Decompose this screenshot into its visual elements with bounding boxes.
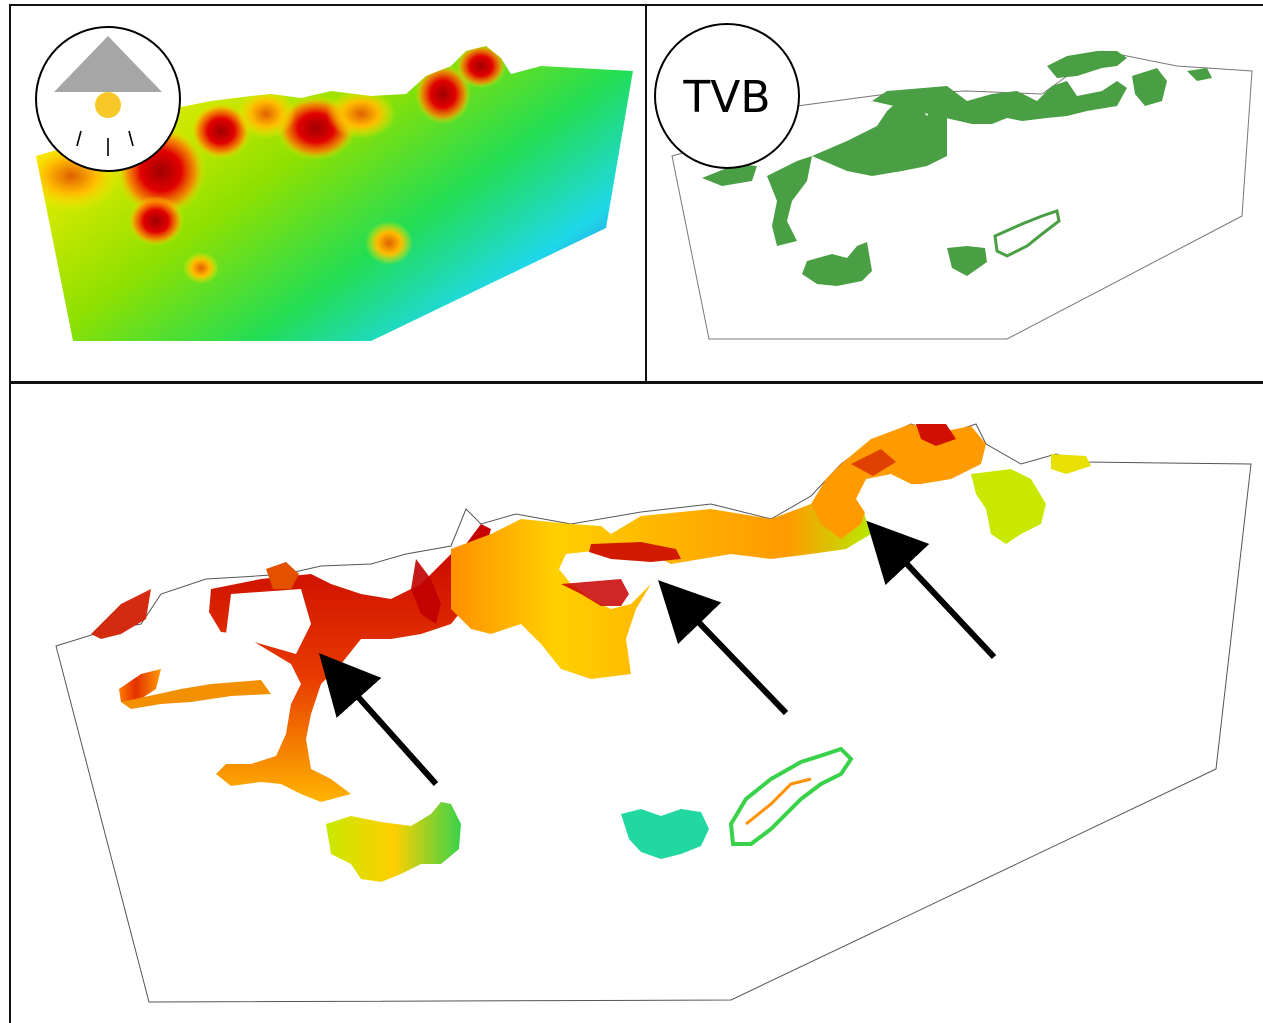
tvb-map: TVB [654, 23, 1253, 340]
combined-map [55, 423, 1252, 1003]
light-pollution-map [35, 26, 633, 341]
street-lamp-icon [35, 26, 181, 172]
arrow-right [866, 520, 997, 660]
light-pollution-map-panel [9, 4, 647, 383]
arrow-left [319, 653, 439, 786]
tvb-map-panel: TVB [645, 4, 1263, 383]
combined-map-panel [9, 381, 1263, 1023]
tvb-label: TVB [682, 72, 770, 123]
arrow-middle [658, 580, 789, 716]
tvb-badge: TVB [654, 23, 800, 169]
